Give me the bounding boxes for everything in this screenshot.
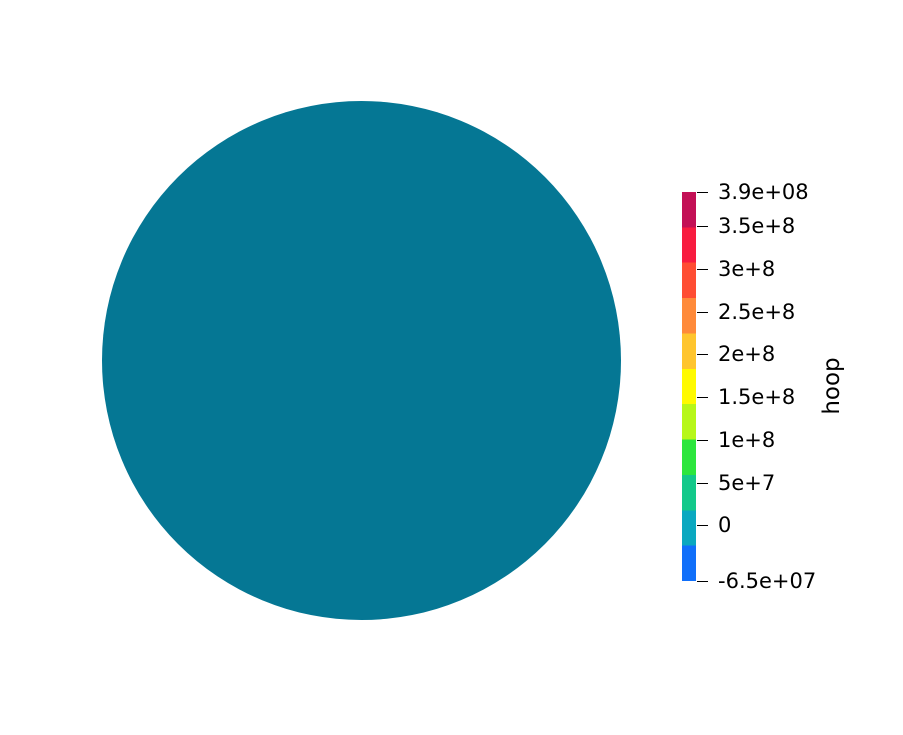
colorbar-tick [697,192,708,193]
colorbar-tick-label: 3e+8 [718,257,776,281]
colorbar-title: hoop [819,357,845,415]
colorbar-tick [697,581,708,582]
colorbar-tick-label: 0 [718,513,732,537]
colorbar-tick-label: 5e+7 [718,471,776,495]
colorbar-tick [697,226,708,227]
colorbar-tick-label: 3.5e+8 [718,214,796,238]
colorbar-tick [697,440,708,441]
colorbar-tick [697,354,708,355]
colorbar-tick-label: 1e+8 [718,428,776,452]
colorbar-tick-label: 1.5e+8 [718,385,796,409]
colorbar-tick [697,525,708,526]
colorbar-tick [697,312,708,313]
colorbar-gradient [682,192,696,581]
colorbar-tick [697,483,708,484]
colorbar-tick-label: 3.9e+08 [718,180,809,204]
colorbar-tick-label: -6.5e+07 [718,569,817,593]
colorbar-tick [697,269,708,270]
hoop-stress-disk [102,101,621,620]
colorbar-tick-label: 2e+8 [718,342,776,366]
colorbar-tick-label: 2.5e+8 [718,300,796,324]
colorbar-tick [697,397,708,398]
